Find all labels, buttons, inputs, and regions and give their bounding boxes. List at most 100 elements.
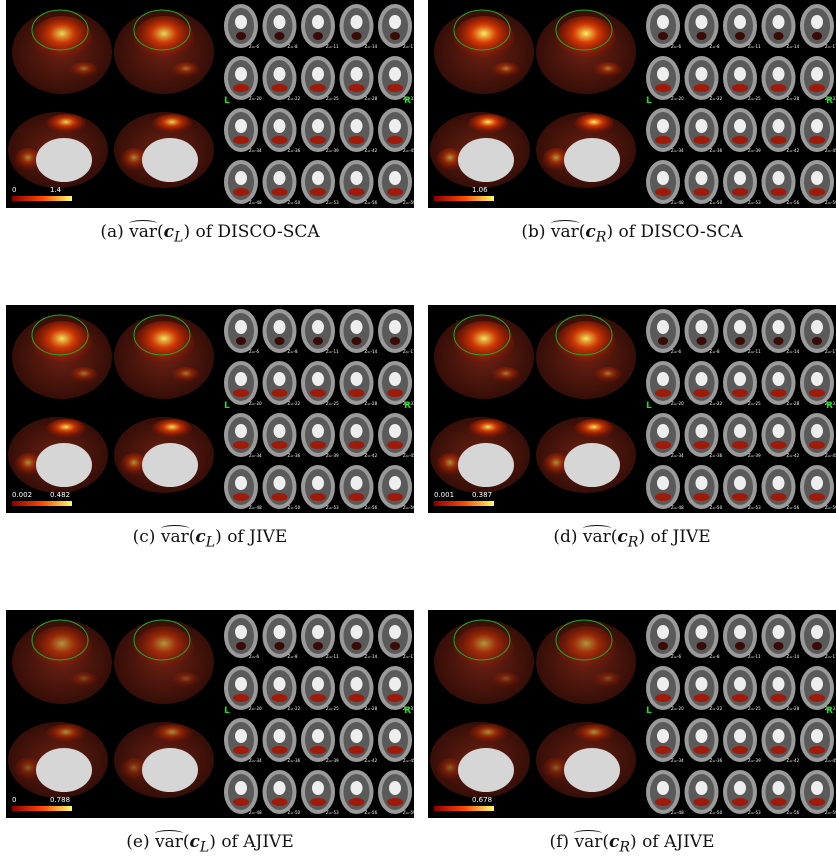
slice-z-label: Z=-22	[710, 96, 723, 101]
axial-slice: Z=-48	[646, 770, 684, 815]
axial-slice-grid: Z=-6 Z=-8 Z=-11 Z=-14 Z=-17 Z=-20 Z=-22 Z=-25 Z=…	[646, 614, 836, 815]
slice-z-label: Z=-20	[671, 401, 684, 406]
axial-slice: Z=-28	[761, 56, 800, 101]
c-vector: c	[195, 527, 206, 547]
c-vector: c	[608, 832, 620, 852]
axial-slice: Z=-53	[301, 465, 339, 510]
slice-z-label: Z=-42	[787, 148, 800, 153]
caption-of: of	[618, 222, 636, 242]
slice-z-label: Z=-28	[787, 401, 800, 406]
slice-z-label: Z=-17	[825, 654, 836, 659]
axial-slice: Z=-39	[301, 413, 339, 458]
slice-z-label: Z=-42	[787, 453, 800, 458]
c-subscript: R	[595, 229, 607, 246]
axial-slice-grid: Z=-6 Z=-8 Z=-11 Z=-14 Z=-17 Z=-20 Z=-22 Z=-25 Z=…	[646, 4, 836, 205]
axial-slice: Z=-45	[378, 718, 414, 763]
axial-slice: Z=-56	[339, 465, 378, 510]
slice-z-label: Z=-22	[710, 401, 723, 406]
slice-z-label: Z=-56	[365, 505, 378, 510]
caption-of: of	[650, 527, 668, 547]
axial-slice: Z=-11	[723, 309, 761, 354]
axial-slice: Z=-8	[262, 614, 299, 659]
axial-slice: Z=-36	[262, 413, 301, 458]
axial-slice: Z=-17	[378, 4, 414, 49]
axial-slice: Z=-6	[646, 4, 682, 49]
slice-z-label: Z=-34	[249, 453, 262, 458]
axial-slice: Z=-45	[800, 413, 836, 458]
slice-z-label: Z=-28	[787, 96, 800, 101]
axial-slice: Z=-59	[800, 160, 836, 205]
slice-z-label: Z=-25	[326, 706, 339, 711]
slice-z-label: Z=-36	[710, 148, 723, 153]
colorbar-min-label: 0	[12, 186, 17, 194]
slice-z-label: Z=-56	[787, 200, 800, 205]
slice-z-label: Z=-50	[288, 200, 301, 205]
axial-slice: Z=-25	[301, 666, 339, 711]
axial-slice: Z=-39	[723, 108, 761, 153]
c-vector: c	[189, 832, 200, 852]
axial-slice: Z=-42	[339, 108, 378, 153]
axial-slice: Z=-31	[800, 56, 836, 101]
axial-slice: Z=-28	[761, 361, 800, 406]
slice-z-label: Z=-42	[365, 758, 378, 763]
caption-method: AJIVE	[664, 832, 715, 852]
cortical-surface-maps	[8, 314, 214, 493]
slice-z-label: Z=-20	[671, 706, 684, 711]
var-hat: var	[129, 220, 158, 242]
slice-z-label: Z=-45	[403, 148, 414, 153]
slice-z-label: Z=-8	[710, 349, 721, 354]
slice-z-label: Z=-17	[825, 44, 836, 49]
slice-z-label: Z=-56	[365, 200, 378, 205]
c-subscript: R	[619, 839, 631, 856]
figure-panel-c: 0.0020.482Z=-6Z=-8Z=-11Z=-14Z=-17Z=-20Z=…	[6, 305, 414, 513]
slice-z-label: Z=-48	[671, 810, 684, 815]
slice-z-label: Z=-53	[326, 810, 339, 815]
slice-z-label: Z=-22	[288, 96, 301, 101]
axial-slice: Z=-53	[301, 160, 339, 205]
slice-z-label: Z=-25	[748, 401, 761, 406]
axial-slice: Z=-6	[224, 4, 260, 49]
axial-slice: Z=-56	[339, 160, 378, 205]
slice-z-label: Z=-53	[748, 810, 761, 815]
axial-slice: Z=-31	[800, 666, 836, 711]
colorbar-min-label: 0	[12, 796, 17, 804]
var-hat: var	[160, 525, 189, 547]
slice-z-label: Z=-11	[748, 654, 761, 659]
axial-slice: Z=-34	[646, 108, 684, 153]
slice-z-label: Z=-48	[249, 810, 262, 815]
slice-z-label: Z=-31	[403, 96, 414, 101]
figure-panel-e: 00.788Z=-6Z=-8Z=-11Z=-14Z=-17Z=-20Z=-22Z…	[6, 610, 414, 818]
panel-caption: (c) var(cL) of JIVE	[132, 525, 288, 551]
slice-z-label: Z=-20	[671, 96, 684, 101]
slice-z-label: Z=-36	[710, 453, 723, 458]
axial-slice: Z=-48	[224, 160, 262, 205]
slice-z-label: Z=-48	[249, 200, 262, 205]
axial-slice: Z=-22	[262, 666, 301, 711]
slice-z-label: Z=-8	[288, 654, 299, 659]
slice-z-label: Z=-45	[403, 453, 414, 458]
slice-z-label: Z=-59	[825, 505, 836, 510]
axial-slice: Z=-36	[262, 718, 301, 763]
colorbar	[12, 501, 72, 506]
axial-slice: Z=-8	[262, 309, 298, 354]
var-hat: var	[154, 830, 183, 852]
axial-slice: Z=-50	[262, 160, 301, 205]
axial-slice: Z=-20	[224, 56, 262, 101]
orientation-label: L	[224, 401, 230, 411]
axial-slice: Z=-22	[262, 361, 301, 406]
slice-z-label: Z=-8	[710, 44, 721, 49]
slice-z-label: Z=-31	[825, 401, 836, 406]
orientation-label: R	[826, 706, 833, 716]
axial-slice: Z=-59	[800, 465, 836, 510]
axial-slice: Z=-39	[723, 718, 761, 763]
slice-z-label: Z=-59	[403, 810, 414, 815]
slice-z-label: Z=-48	[671, 505, 684, 510]
axial-slice: Z=-39	[301, 108, 339, 153]
figure-panel-a: 01.4Z=-6Z=-8Z=-11Z=-14Z=-17Z=-20Z=-22Z=-…	[6, 0, 414, 208]
axial-slice: Z=-34	[224, 108, 262, 153]
slice-z-label: Z=-6	[249, 349, 260, 354]
slice-z-label: Z=-14	[365, 654, 378, 659]
slice-z-label: Z=-11	[326, 349, 339, 354]
axial-slice: Z=-48	[646, 465, 684, 510]
slice-z-label: Z=-22	[288, 706, 301, 711]
